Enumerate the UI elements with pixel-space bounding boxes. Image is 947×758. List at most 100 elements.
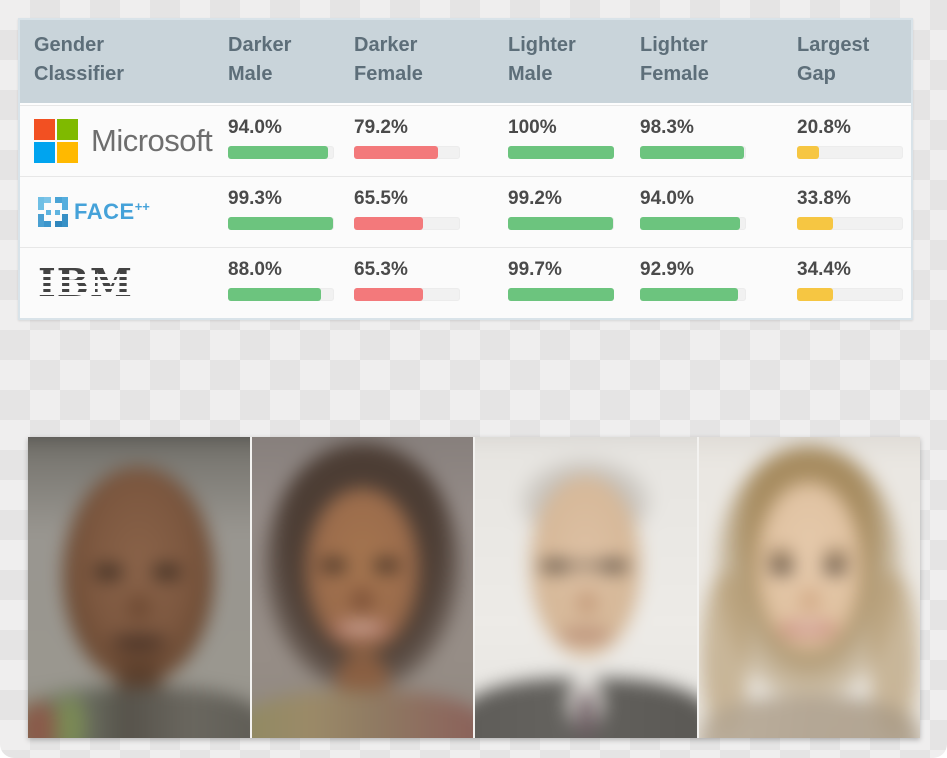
cell-ibm-darker-male: 88.0% [228,259,334,301]
percent-label: 92.9% [640,259,694,280]
percent-label: 88.0% [228,259,282,280]
faceplusplus-plusplus: ++ [134,199,150,214]
faceplusplus-wordmark: FACE++ [74,199,150,225]
bar-fill [354,217,424,230]
ibm-logo-icon: IBM [35,264,136,302]
blurred-face-graphic [698,437,920,738]
bar-fill [640,217,740,230]
average-face-lighter-female [698,437,920,738]
bar-track [640,217,746,230]
blurred-face-graphic [475,437,697,738]
microsoft-logo-icon [34,119,78,163]
faceplusplus-logo: FACE++ [34,177,150,247]
percent-label: 33.8% [797,188,851,209]
header-lighter-female: Lighter Female [640,31,709,89]
microsoft-logo: Microsoft [34,106,213,176]
percent-label: 65.5% [354,188,408,209]
bar-track [354,288,460,301]
microsoft-square-red [34,119,55,140]
percent-label: 94.0% [640,188,694,209]
microsoft-wordmark: Microsoft [91,123,213,158]
bar-track [797,288,903,301]
header-line: Darker [228,34,292,56]
microsoft-square-yellow [57,142,78,163]
cell-faceplusplus-darker-male: 99.3% [228,188,334,230]
ibm-stripe [35,286,136,289]
cell-ibm-largest-gap: 34.4% [797,259,903,301]
cell-microsoft-lighter-male: 100% [508,117,614,159]
bar-fill [508,288,614,301]
bar-track [228,146,334,159]
average-faces-image [28,437,920,738]
table-row-ibm: IBM 88.0% 65.3% 99.7% 92.9% [20,247,911,318]
percent-label: 20.8% [797,117,851,138]
percent-label: 100% [508,117,557,138]
average-face-darker-female [251,437,473,738]
bar-track [354,146,460,159]
header-line: Gap [797,63,836,85]
cell-microsoft-lighter-female: 98.3% [640,117,746,159]
header-line: Darker [354,34,418,56]
bar-track [797,146,903,159]
header-largest-gap: Largest Gap [797,31,869,89]
ibm-stripe [35,292,136,295]
cell-ibm-lighter-female: 92.9% [640,259,746,301]
cell-ibm-darker-female: 65.3% [354,259,460,301]
bar-track [228,217,334,230]
percent-label: 34.4% [797,259,851,280]
ibm-stripe [35,280,136,283]
microsoft-square-green [57,119,78,140]
header-line: Lighter [640,34,708,56]
header-lighter-male: Lighter Male [508,31,576,89]
bar-track [508,146,614,159]
header-gender-classifier: Gender Classifier [34,31,124,89]
bar-track [797,217,903,230]
bar-fill [354,146,438,159]
bar-fill [797,217,833,230]
bar-track [354,217,460,230]
bar-fill [640,146,745,159]
header-line: Lighter [508,34,576,56]
average-face-darker-male [28,437,250,738]
bar-fill [228,146,328,159]
header-line: Largest [797,34,870,56]
blurred-face-graphic [251,437,473,738]
table-header-row: Gender Classifier Darker Male Darker Fem… [20,20,911,105]
bar-fill [354,288,424,301]
average-face-lighter-male [475,437,697,738]
cell-ibm-lighter-male: 99.7% [508,259,614,301]
ibm-stripe [35,274,136,277]
bar-fill [797,288,834,301]
bar-track [508,217,614,230]
percent-label: 94.0% [228,117,282,138]
bar-track [508,288,614,301]
gender-classifier-table: Gender Classifier Darker Male Darker Fem… [18,18,913,320]
bar-fill [640,288,739,301]
bar-track [640,146,746,159]
bar-fill [508,146,614,159]
microsoft-square-blue [34,142,55,163]
header-line: Male [508,63,553,85]
header-line: Male [228,63,273,85]
bar-track [228,288,334,301]
percent-label: 99.7% [508,259,562,280]
header-darker-female: Darker Female [354,31,423,89]
cell-faceplusplus-lighter-female: 94.0% [640,188,746,230]
table-row-faceplusplus: FACE++ 99.3% 65.5% 99.2% 94.0% 33.8% [20,176,911,247]
header-line: Female [354,63,423,85]
percent-label: 65.3% [354,259,408,280]
bar-track [640,288,746,301]
header-line: Gender [34,34,105,56]
header-line: Female [640,63,709,85]
faceplusplus-word: FACE [74,199,135,224]
header-darker-male: Darker Male [228,31,291,89]
cell-microsoft-darker-female: 79.2% [354,117,460,159]
percent-label: 98.3% [640,117,694,138]
header-line: Classifier [34,63,125,85]
blurred-face-graphic [28,437,250,738]
faceplusplus-logo-icon [38,197,68,227]
bar-fill [228,217,334,230]
ibm-logo: IBM [34,248,136,318]
cell-faceplusplus-largest-gap: 33.8% [797,188,903,230]
